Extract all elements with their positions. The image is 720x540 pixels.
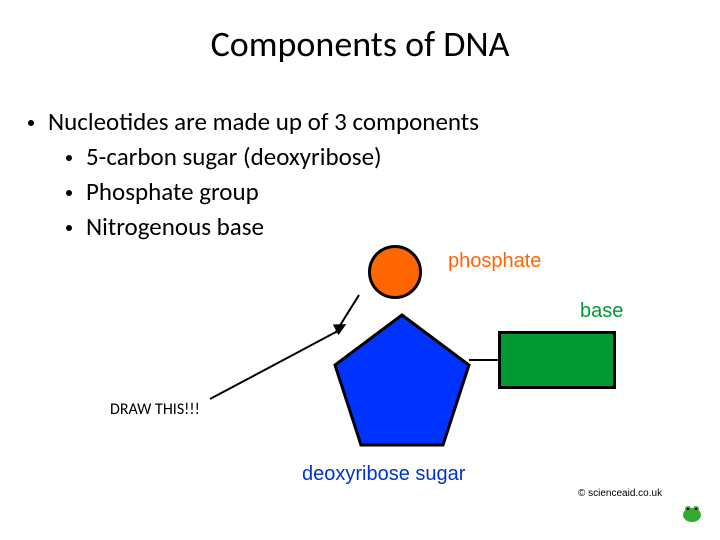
phosphate-label: phosphate <box>448 250 541 273</box>
bullet-text: 5-carbon sugar (deoxyribose) <box>86 141 382 172</box>
draw-note: DRAW THIS!!! <box>110 400 200 419</box>
frog-icon <box>680 500 705 525</box>
sugar-pentagon <box>335 315 475 455</box>
phosphate-circle <box>368 245 422 299</box>
base-rectangle <box>498 331 616 389</box>
bullet-level1: Nucleotides are made up of 3 components <box>28 106 720 137</box>
sugar-label: deoxyribose sugar <box>302 463 465 486</box>
bullet-dot <box>66 190 72 196</box>
bullet-text: Nitrogenous base <box>86 211 264 242</box>
bullet-content: Nucleotides are made up of 3 components … <box>0 66 720 242</box>
bullet-dot <box>66 155 72 161</box>
slide-title: Components of DNA <box>0 0 720 66</box>
bullet-dot <box>66 225 72 231</box>
bullet-dot <box>28 120 34 126</box>
bullet-level2-item: Nitrogenous base <box>66 211 720 242</box>
bullet-level2-item: 5-carbon sugar (deoxyribose) <box>66 141 720 172</box>
bullet-text: Phosphate group <box>86 176 259 207</box>
base-label: base <box>580 300 623 323</box>
credit-text: © scienceaid.co.uk <box>578 488 662 499</box>
bullet-level2-item: Phosphate group <box>66 176 720 207</box>
bullet-text: Nucleotides are made up of 3 components <box>48 106 479 137</box>
nucleotide-diagram: phosphate deoxyribose sugar base <box>280 245 660 495</box>
